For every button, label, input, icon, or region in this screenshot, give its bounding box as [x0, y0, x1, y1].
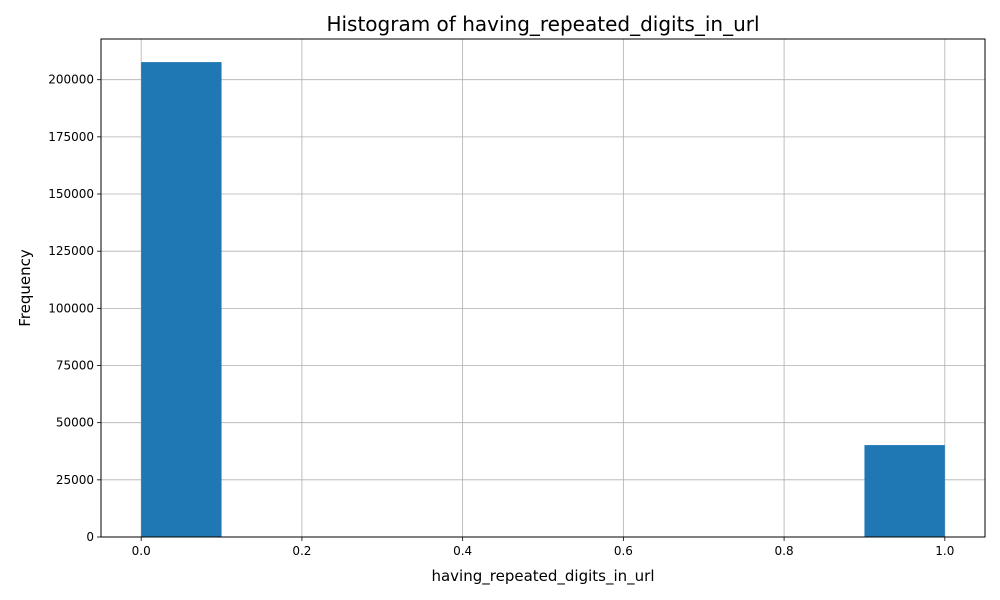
y-axis-label: Frequency — [16, 249, 34, 327]
chart-title: Histogram of having_repeated_digits_in_u… — [326, 12, 759, 36]
y-tick-label: 100000 — [48, 301, 94, 315]
x-tick-label: 0.8 — [775, 544, 794, 558]
x-tick-label: 0.6 — [614, 544, 633, 558]
y-tick-label: 50000 — [56, 416, 94, 430]
grid-layer — [101, 39, 985, 538]
x-axis-label: having_repeated_digits_in_url — [431, 567, 654, 586]
y-tick-label: 0 — [86, 530, 94, 544]
x-tick-label: 0.4 — [453, 544, 472, 558]
y-tick-label: 75000 — [56, 359, 94, 373]
y-tick-label: 200000 — [48, 73, 94, 87]
plot-frame — [100, 38, 986, 538]
y-tick-label: 150000 — [48, 187, 94, 201]
y-tick-label: 125000 — [48, 244, 94, 258]
y-axis-ticks: 0 25000 50000 75000 100000 125000 150000 175000… — [48, 73, 101, 544]
x-axis-ticks: 0.0 0.2 0.4 0.6 0.8 1.0 — [132, 537, 954, 558]
histogram-bar — [141, 62, 222, 538]
x-tick-label: 0.0 — [132, 544, 151, 558]
bars-layer — [141, 62, 945, 538]
y-tick-label: 25000 — [56, 473, 94, 487]
x-tick-label: 0.2 — [292, 544, 311, 558]
y-tick-label: 175000 — [48, 130, 94, 144]
histogram-bar — [864, 445, 945, 537]
x-tick-label: 1.0 — [935, 544, 954, 558]
